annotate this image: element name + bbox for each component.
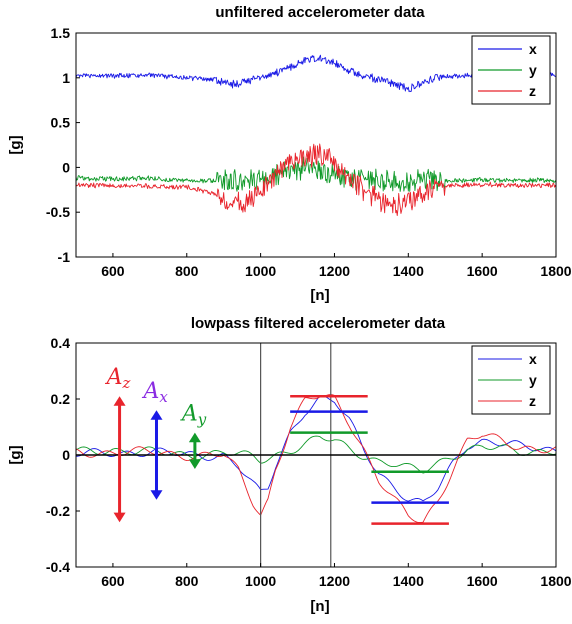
amplitude-arrow-z: Az	[105, 365, 131, 523]
amplitude-arrow-x: Ax	[141, 379, 168, 500]
x-tick-label: 600	[101, 573, 125, 589]
amplitude-label-y: Ay	[180, 402, 207, 429]
x-tick-label: 1800	[540, 573, 571, 589]
x-tick-label: 1600	[467, 263, 498, 279]
chart-unfiltered: unfiltered accelerometer data 600 800 1000…	[7, 4, 572, 304]
x-tick-label: 600	[101, 263, 125, 279]
y-tick-label: -1	[58, 249, 71, 265]
y-tick-label: 1	[62, 70, 70, 86]
x-tick-label: 1200	[319, 573, 350, 589]
x-tick-label: 1000	[245, 263, 276, 279]
y-tick-label: -0.5	[46, 204, 70, 220]
y-tick-label: -0.4	[46, 559, 70, 575]
legend: x y z	[471, 35, 551, 105]
y-tick-label: -0.2	[46, 503, 70, 519]
y-tick-label: 0.5	[51, 115, 71, 131]
series-line-z	[75, 143, 557, 216]
legend-label-z: z	[529, 393, 536, 409]
y-tick-label: 1.5	[51, 25, 71, 41]
x-tick-label: 1400	[393, 573, 424, 589]
y-tick-label: 0.4	[51, 335, 71, 351]
x-axis-label: [n]	[310, 598, 329, 615]
x-tick-label: 1200	[319, 263, 350, 279]
y-tick-label: 0	[62, 447, 70, 463]
legend: x y z	[471, 345, 551, 415]
legend-label-x: x	[529, 351, 537, 367]
x-tick-label: 1400	[393, 263, 424, 279]
x-tick-label: 1000	[245, 573, 276, 589]
series-line-y	[75, 156, 557, 192]
amplitude-arrow-y: Ay	[180, 402, 207, 469]
x-tick-label: 800	[175, 573, 199, 589]
chart-title: unfiltered accelerometer data	[215, 4, 425, 21]
y-tick-label: 0	[62, 159, 70, 175]
legend-label-x: x	[529, 41, 537, 57]
x-axis-label: [n]	[310, 287, 329, 304]
y-tick-label: 0.2	[51, 391, 71, 407]
plot-frame	[75, 32, 557, 258]
amplitude-label-z: Az	[105, 365, 131, 392]
chart-lowpass: lowpass filtered accelerometer data 600 8…	[7, 315, 572, 615]
legend-label-z: z	[529, 83, 536, 99]
legend-label-y: y	[529, 372, 537, 388]
x-tick-label: 800	[175, 263, 199, 279]
chart-title: lowpass filtered accelerometer data	[191, 315, 446, 332]
y-axis-label: [g]	[7, 135, 24, 154]
y-axis-label: [g]	[7, 445, 24, 464]
amplitude-label-x: Ax	[141, 379, 168, 406]
legend-label-y: y	[529, 62, 537, 78]
x-tick-label: 1600	[467, 573, 498, 589]
x-tick-label: 1800	[540, 263, 571, 279]
